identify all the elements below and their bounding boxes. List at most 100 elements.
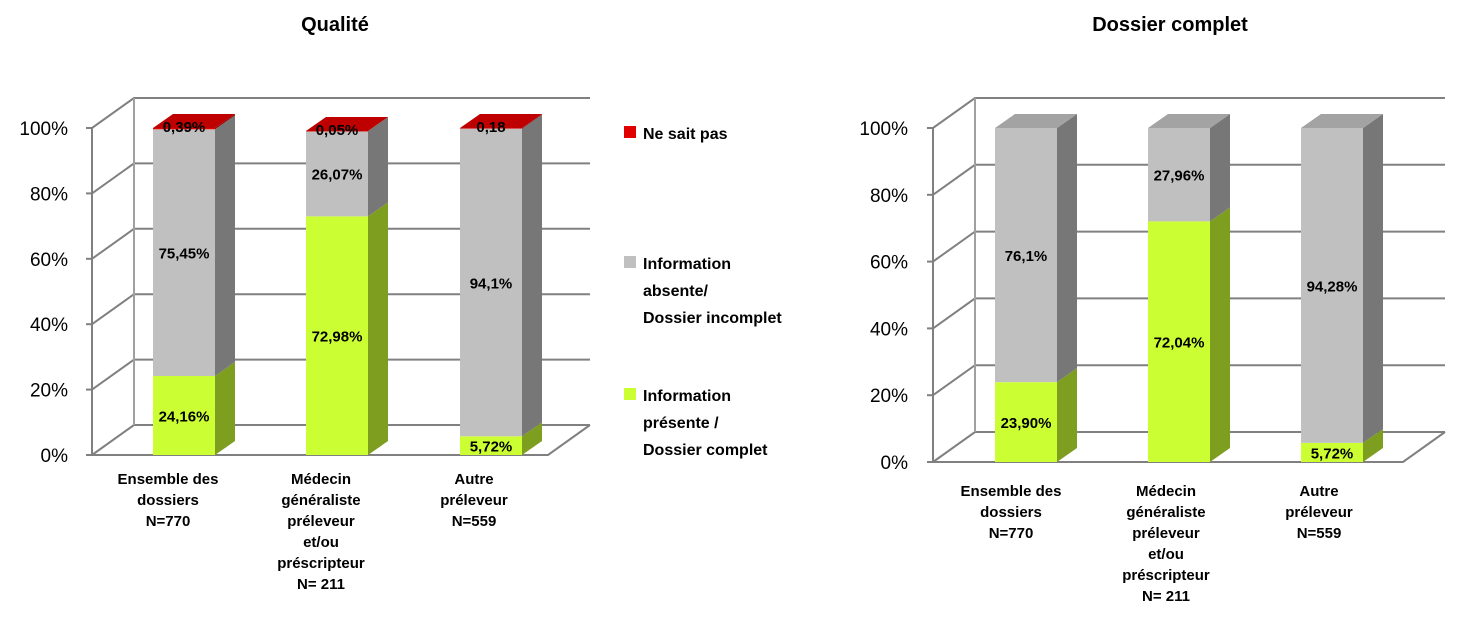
bar-segment: [1148, 221, 1210, 462]
category-label: préleveur: [1132, 525, 1200, 542]
data-label: 23,90%: [1001, 415, 1052, 432]
y-tick-label: 80%: [30, 184, 68, 205]
data-label: 75,45%: [159, 246, 210, 263]
bar-segment: [153, 128, 215, 130]
category-label: N=770: [989, 525, 1034, 542]
category-label: et/ou: [1148, 546, 1184, 563]
data-label: 94,1%: [470, 275, 513, 292]
bar-segment: [460, 128, 522, 129]
category-label: Autre: [454, 471, 493, 488]
y-tick-label: 40%: [870, 319, 908, 340]
bar-side: [368, 117, 388, 217]
legend-label: Dossier incomplet: [643, 310, 782, 327]
bar-side: [522, 114, 542, 129]
y-tick-label: 20%: [30, 381, 68, 402]
category-label: N=770: [146, 513, 191, 530]
data-label: 72,98%: [312, 329, 363, 346]
bar-side: [368, 202, 388, 455]
data-label: 0,39%: [163, 119, 206, 136]
bar-segment: [1148, 128, 1210, 222]
y-tick-label: 100%: [19, 119, 68, 140]
bar-side: [1210, 114, 1230, 222]
category-label: dossiers: [137, 492, 199, 509]
floor-edge: [92, 424, 591, 456]
legend-label: Ne sait pas: [643, 126, 728, 143]
data-label: 0,05%: [316, 122, 359, 139]
category-label: préleveur: [440, 492, 508, 509]
legend-label: Dossier complet: [643, 442, 768, 459]
data-label: 27,96%: [1154, 168, 1205, 185]
bar-side: [1363, 428, 1383, 462]
bar-top: [306, 116, 388, 131]
bar-segment: [460, 436, 522, 455]
bar-segment: [995, 382, 1057, 462]
bar-segment: [306, 131, 368, 217]
category-label: N= 211: [1142, 588, 1190, 605]
bar-top: [1148, 114, 1230, 128]
category-label: Autre: [1299, 483, 1338, 500]
bar-segment: [153, 129, 215, 376]
bar-side: [1057, 368, 1077, 462]
data-label: 24,16%: [159, 408, 210, 425]
chart-title: Qualité: [301, 14, 369, 36]
bar-side: [1363, 114, 1383, 443]
category-label: N= 211: [297, 576, 345, 593]
y-tick-label: 100%: [859, 119, 908, 140]
chart-1: Qualité 0% 20% 40% 60% 80% 100% 24,16% 75,45% 0,3…: [19, 14, 782, 593]
legend-swatch: [624, 256, 636, 268]
category-label: préleveur: [1285, 504, 1353, 521]
bar-segment: [1301, 128, 1363, 443]
y-tick-label: 0%: [41, 446, 69, 467]
bar-top: [1301, 114, 1383, 128]
legend-swatch: [624, 388, 636, 400]
bar-side: [522, 422, 542, 455]
category-label: N=559: [452, 513, 497, 530]
legend-label: présente /: [643, 415, 719, 432]
data-label: 72,04%: [1154, 335, 1205, 352]
category-label: préscripteur: [277, 555, 365, 572]
bar-side: [215, 361, 235, 455]
category-label: Médecin: [1136, 483, 1196, 500]
data-label: 5,72%: [470, 439, 513, 456]
category-label: Ensemble des: [961, 483, 1062, 500]
bar-top: [460, 114, 542, 128]
floor-edge: [933, 431, 1446, 463]
bar-top: [995, 114, 1077, 128]
legend: Ne sait pas Information absente/Dossier in…: [624, 126, 782, 459]
chart-2: Dossier complet 0% 20% 40% 60% 80% 100% 23,90% 7…: [859, 14, 1446, 605]
legend-label: absente/: [643, 283, 708, 300]
bar-side: [368, 116, 388, 132]
legend-label: Information: [643, 388, 731, 405]
bar-segment: [306, 130, 368, 132]
data-label: 26,07%: [312, 167, 363, 184]
category-label: préscripteur: [1122, 567, 1210, 584]
bar-segment: [153, 375, 215, 455]
category-label: et/ou: [303, 534, 339, 551]
bar-segment: [306, 216, 368, 455]
bar-segment: [995, 128, 1057, 383]
category-label: préleveur: [287, 513, 355, 530]
y-tick-label: 0%: [881, 453, 909, 474]
bar-segment: [1301, 442, 1363, 462]
category-label: dossiers: [980, 504, 1042, 521]
category-label: N=559: [1297, 525, 1342, 542]
legend-swatch: [624, 126, 636, 138]
data-label: 76,1%: [1005, 248, 1048, 265]
bar-side: [522, 114, 542, 437]
bar-side: [1210, 207, 1230, 462]
category-label: généraliste: [1126, 504, 1205, 521]
data-label: 0,18: [476, 119, 505, 136]
data-label: 5,72%: [1311, 445, 1354, 462]
bar-side: [1057, 114, 1077, 383]
y-tick-label: 80%: [870, 186, 908, 207]
data-label: 94,28%: [1307, 278, 1358, 295]
category-label: Ensemble des: [118, 471, 219, 488]
legend-label: Information: [643, 256, 731, 273]
y-tick-label: 40%: [30, 315, 68, 336]
y-tick-label: 20%: [870, 386, 908, 407]
bar-side: [215, 115, 235, 376]
y-tick-label: 60%: [870, 253, 908, 274]
bar-segment: [460, 128, 522, 437]
